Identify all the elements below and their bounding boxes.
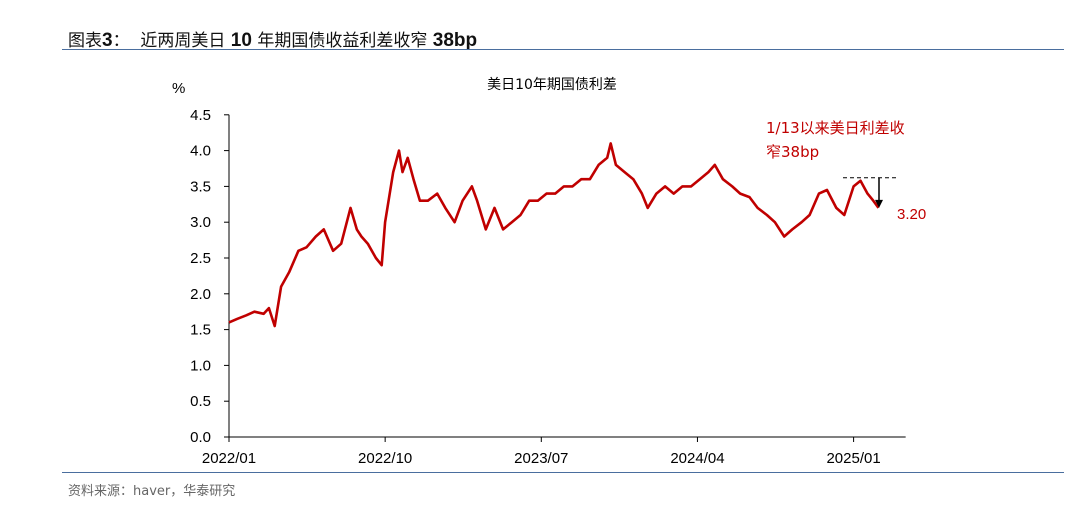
x-tick-label: 2022/01 [202, 450, 256, 467]
chart-title: 美日10年期国债利差 [487, 77, 617, 93]
annotation-line1: 1/13以来美日利差收 [766, 119, 905, 137]
header-rule [62, 49, 1064, 50]
y-tick-label: 3.5 [190, 178, 211, 195]
last-value-label: 3.20 [897, 206, 926, 223]
y-tick-label: 1.0 [190, 357, 211, 374]
y-tick-label: 4.0 [190, 143, 211, 160]
x-tick-label: 2022/10 [358, 450, 412, 467]
header-title-a: 近两周美日 [140, 31, 231, 51]
x-tick-label: 2024/04 [670, 450, 724, 467]
x-tick-label: 2025/01 [826, 450, 880, 467]
y-tick-label: 0.5 [190, 393, 211, 410]
y-tick-label: 2.0 [190, 286, 211, 303]
source-note: 资料来源：haver，华泰研究 [68, 484, 236, 499]
spread-line [228, 142, 880, 328]
header-title-d: 38bp [432, 30, 478, 51]
y-tick-label: 2.5 [190, 250, 211, 267]
y-tick-label: 0.0 [190, 429, 211, 446]
y-tick-label: 3.0 [190, 214, 211, 231]
header-colon: ： [112, 31, 130, 51]
y-tick-label: 4.5 [190, 107, 211, 124]
arrowhead-icon [875, 199, 883, 208]
footer-rule [62, 472, 1064, 473]
x-tick-label: 2023/07 [514, 450, 568, 467]
header-prefix: 图表 [68, 31, 102, 51]
header-title-b: 10 [230, 30, 252, 51]
header-title-c: 年期国债收益利差收窄 [251, 31, 433, 51]
figure-header: 图表3： 近两周美日 10 年期国债收益利差收窄 38bp [68, 26, 477, 52]
annotation-line2: 窄38bp [766, 143, 819, 161]
header-number: 3 [102, 30, 113, 51]
y-axis-label: % [172, 80, 185, 97]
y-tick-label: 1.5 [190, 322, 211, 339]
